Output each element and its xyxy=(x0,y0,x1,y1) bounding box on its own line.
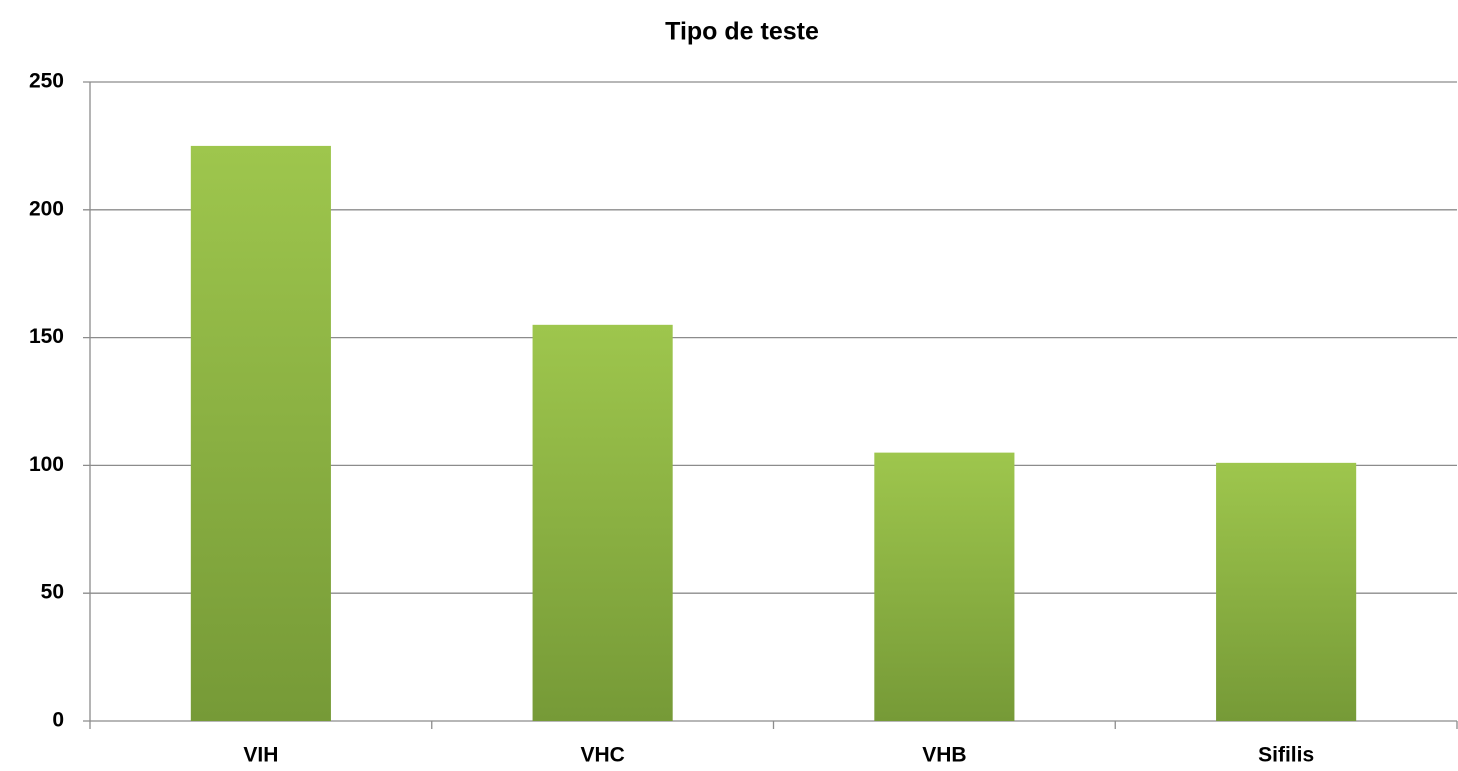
y-tick-label: 150 xyxy=(29,325,64,348)
y-tick-label: 50 xyxy=(41,581,64,604)
y-tick-label: 250 xyxy=(29,70,64,93)
x-tick-label: Sifilis xyxy=(1258,744,1314,767)
bar xyxy=(874,452,1015,721)
bar xyxy=(190,145,331,721)
y-tick-label: 0 xyxy=(52,709,64,732)
chart-title: Tipo de teste xyxy=(665,18,819,46)
y-tick-label: 200 xyxy=(29,197,64,220)
x-tick-label: VIH xyxy=(243,744,278,767)
bar xyxy=(1216,462,1357,721)
y-tick-label: 100 xyxy=(29,453,64,476)
x-tick-label: VHC xyxy=(580,744,624,767)
bar xyxy=(532,324,673,721)
x-tick-label: VHB xyxy=(922,744,966,767)
